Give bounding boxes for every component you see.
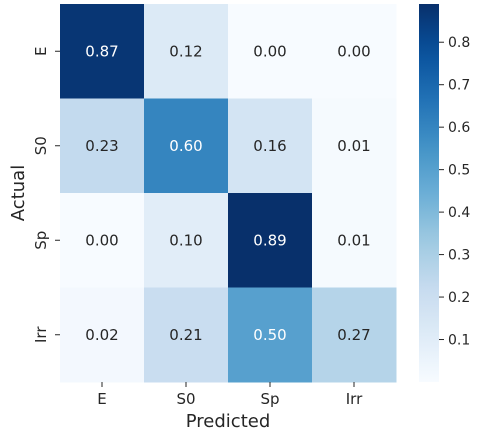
heatmap-cell-E-Sp	[228, 4, 313, 99]
cell-value-label: 0.16	[253, 137, 286, 155]
cell-value-label: 0.27	[337, 326, 370, 344]
cell-value-label: 0.00	[85, 231, 118, 249]
cell-value-label: 0.02	[85, 326, 118, 344]
heatmap-cell-Sp-S0	[144, 193, 229, 288]
heatmap-cell-Sp-Sp	[228, 193, 313, 288]
x-axis-title: Predicted	[186, 411, 271, 432]
cell-value-label: 0.50	[253, 326, 286, 344]
colorbar	[419, 4, 439, 382]
heatmap-cell-Sp-Irr	[312, 193, 397, 288]
colorbar-tick-label: 0.4	[448, 205, 470, 221]
colorbar-tick-label: 0.6	[448, 120, 470, 136]
heatmap-cell-S0-Sp	[228, 98, 313, 194]
heatmap-cells	[60, 4, 397, 383]
x-tick-label-Sp: Sp	[260, 390, 279, 408]
colorbar-tick-label: 0.1	[448, 333, 470, 349]
heatmap-cell-E-E	[60, 4, 145, 99]
heatmap-cell-E-Irr	[312, 4, 397, 99]
heatmap-cell-S0-S0	[144, 98, 229, 194]
heatmap-cell-Irr-S0	[144, 287, 229, 383]
colorbar-tick-label: 0.3	[448, 248, 470, 264]
cell-value-label: 0.89	[253, 231, 286, 249]
y-tick-label-S0: S0	[32, 136, 50, 155]
y-tick-label-E: E	[32, 47, 50, 56]
heatmap-cell-Irr-E	[60, 287, 145, 383]
colorbar-tick-label: 0.5	[448, 163, 470, 179]
x-tick-label-E: E	[97, 390, 106, 408]
heatmap-cell-E-S0	[144, 4, 229, 99]
cell-value-label: 0.10	[169, 231, 202, 249]
x-axis-ticks: E S0 Sp Irr	[97, 382, 363, 408]
cell-value-label: 0.12	[169, 42, 202, 60]
colorbar-ticks: 0.1 0.2 0.3 0.4 0.5 0.6 0.7 0.8	[439, 35, 470, 349]
cell-value-label: 0.87	[85, 42, 118, 60]
heatmap-cell-S0-Irr	[312, 98, 397, 194]
cell-value-label: 0.60	[169, 137, 202, 155]
y-tick-label-Sp: Sp	[32, 231, 50, 250]
colorbar-tick-label: 0.8	[448, 35, 470, 51]
cell-value-label: 0.23	[85, 137, 118, 155]
heatmap-cell-Irr-Sp	[228, 287, 313, 383]
cell-value-label: 0.21	[169, 326, 202, 344]
y-axis-ticks: E S0 Sp Irr	[32, 47, 60, 343]
colorbar-tick-label: 0.2	[448, 290, 470, 306]
x-tick-label-S0: S0	[176, 390, 195, 408]
cell-value-label: 0.01	[337, 231, 370, 249]
heatmap-cell-Sp-E	[60, 193, 145, 288]
cell-value-label: 0.00	[253, 42, 286, 60]
heatmap-cell-S0-E	[60, 98, 145, 194]
y-axis-title: Actual	[8, 165, 29, 221]
cell-value-label: 0.00	[337, 42, 370, 60]
cell-value-labels: 0.87 0.12 0.00 0.00 0.23 0.60 0.16 0.01 0.00 0.10…	[85, 42, 370, 344]
heatmap-cell-Irr-Irr	[312, 287, 397, 383]
y-tick-label-Irr: Irr	[32, 326, 50, 343]
cell-value-label: 0.01	[337, 137, 370, 155]
colorbar-tick-label: 0.7	[448, 78, 470, 94]
x-tick-label-Irr: Irr	[346, 390, 363, 408]
